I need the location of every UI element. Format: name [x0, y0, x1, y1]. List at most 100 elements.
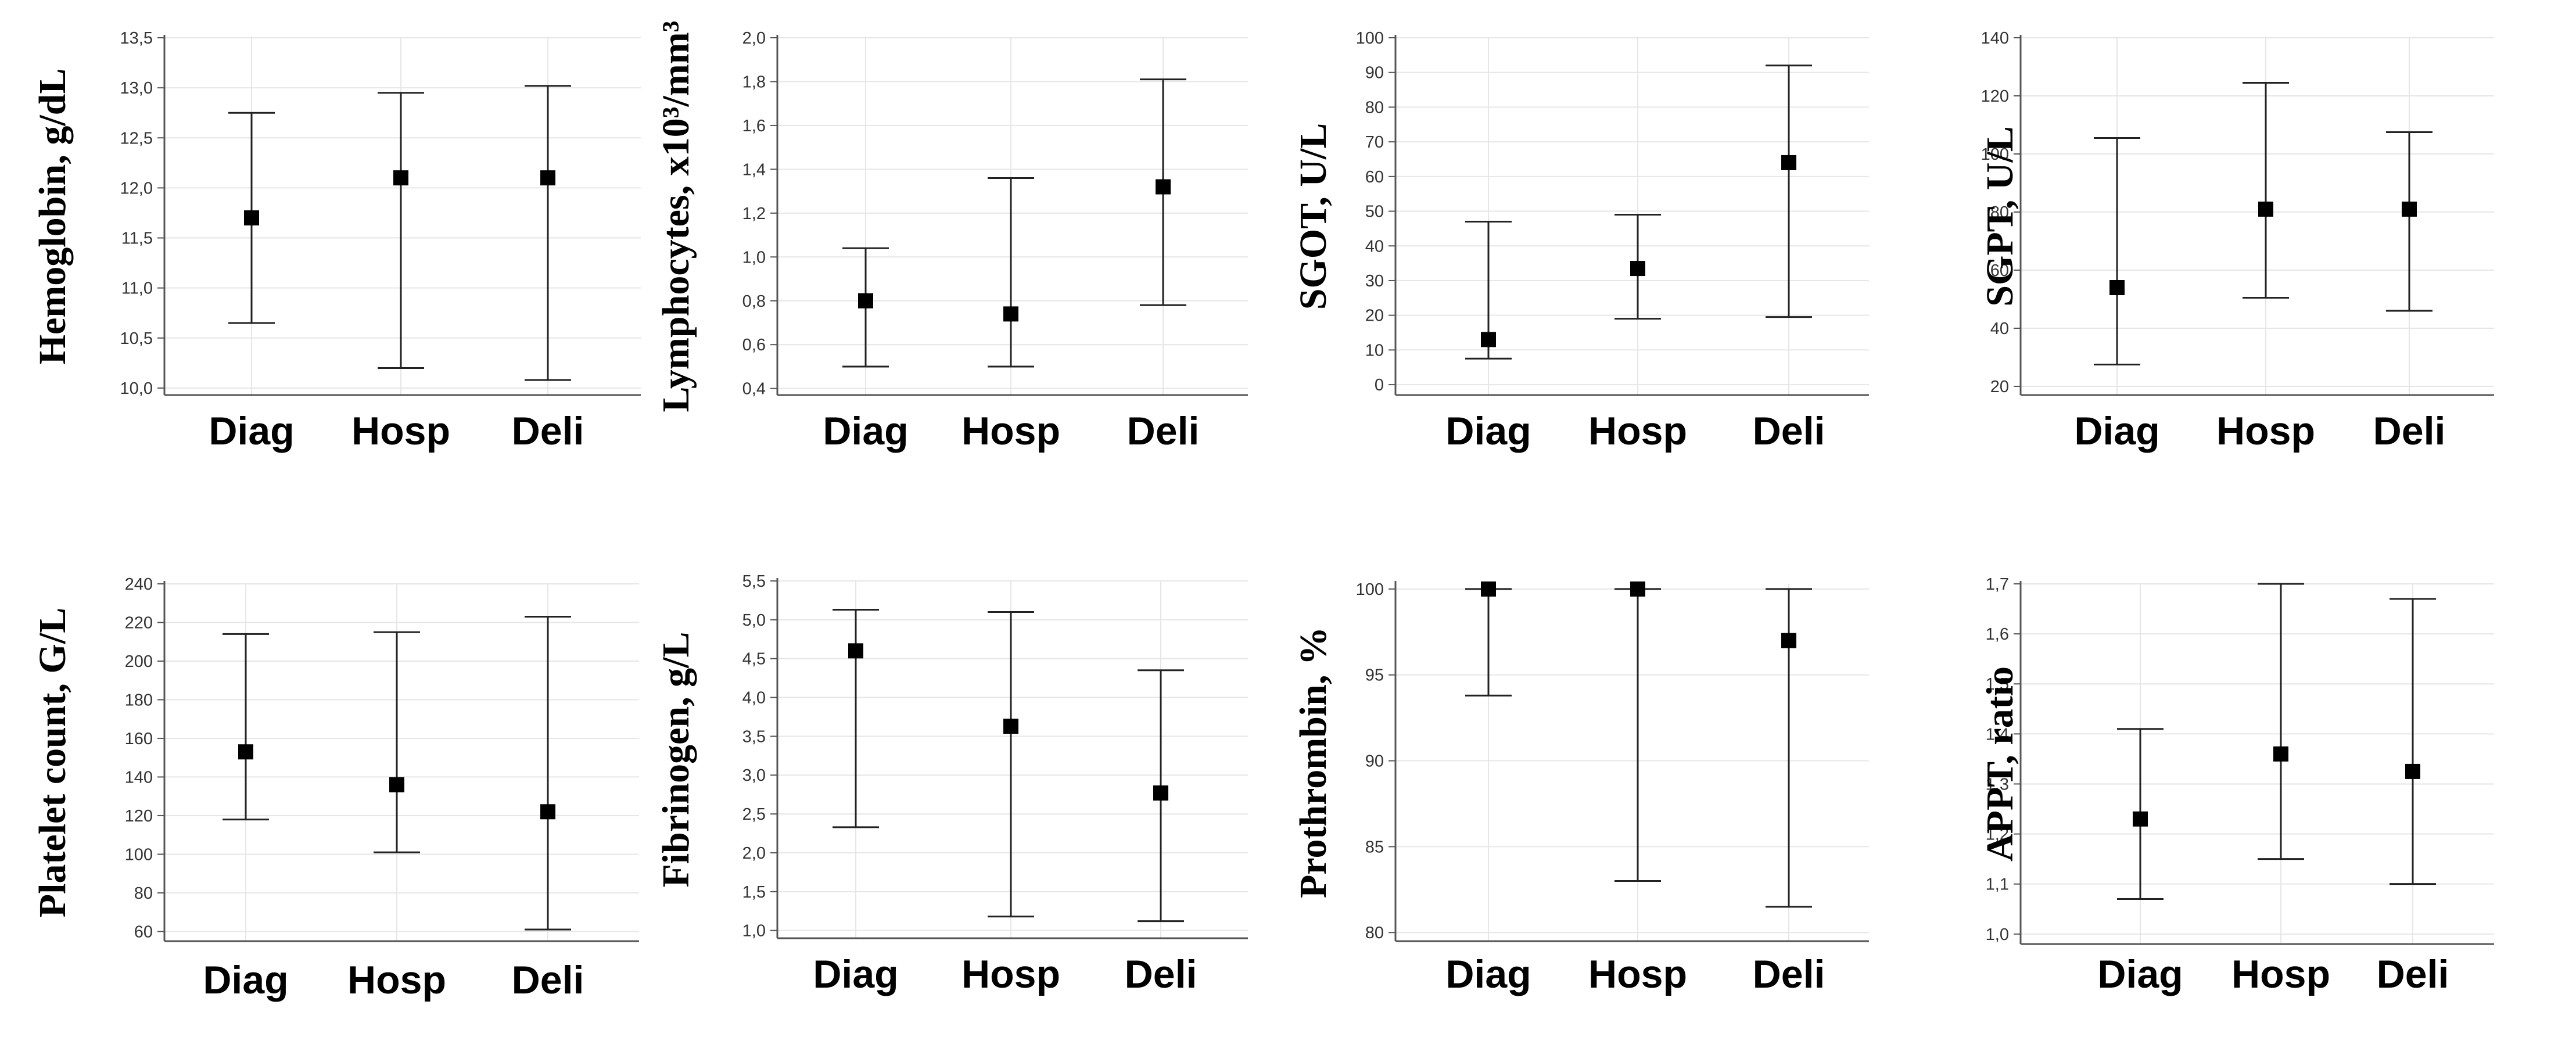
y-tick-label: 12,0	[120, 179, 153, 198]
y-tick-label: 1,0	[742, 922, 766, 941]
y-tick-label: 1,5	[742, 883, 766, 902]
y-tick-label: 0,8	[742, 292, 766, 311]
y-tick-label: 4,0	[742, 689, 766, 708]
y-tick-label: 90	[1365, 64, 1384, 82]
y-tick-label: 60	[134, 923, 153, 941]
x-category-label: Diag	[203, 958, 288, 1002]
chart-panel-5: 60 80 100 120 140 160 180 200 220 240 Platelet cou…	[31, 575, 639, 1002]
y-tick-label: 5,5	[742, 572, 766, 591]
y-tick-label: 120	[125, 807, 153, 826]
y-tick-label: 1,8	[742, 73, 766, 91]
data-point-hosp	[1630, 581, 1645, 597]
x-category-label: Diag	[2097, 952, 2183, 996]
y-tick-label: 80	[1365, 924, 1384, 942]
y-axis-label: Fibrinogen, g/L	[655, 631, 697, 887]
y-tick-label: 3,5	[742, 727, 766, 746]
y-tick-label: 140	[1981, 29, 2009, 48]
x-category-label: Hosp	[351, 409, 450, 453]
data-point-deli	[540, 170, 555, 186]
y-tick-label: 100	[1356, 29, 1384, 48]
x-category-label: Diag	[2074, 409, 2159, 453]
data-point-diag	[2133, 811, 2148, 827]
y-tick-label: 180	[125, 691, 153, 709]
x-category-label: Hosp	[961, 952, 1060, 996]
data-point-deli	[1781, 633, 1796, 648]
y-tick-label: 5,0	[742, 611, 766, 630]
data-point-deli	[2405, 763, 2420, 779]
y-tick-label: 60	[1365, 168, 1384, 186]
x-category-label: Deli	[1753, 952, 1825, 996]
x-category-label: Hosp	[961, 409, 1060, 453]
y-tick-label: 100	[125, 845, 153, 864]
y-tick-label: 1,5	[1986, 675, 2009, 694]
x-category-label: Diag	[209, 409, 294, 453]
x-category-label: Deli	[1753, 409, 1825, 453]
y-tick-label: 3,0	[742, 766, 766, 785]
x-category-label: Deli	[1125, 952, 1197, 996]
y-tick-label: 1,2	[742, 204, 766, 223]
y-axis-label: Platelet count, G/L	[31, 608, 74, 917]
x-category-label: Deli	[1127, 409, 1200, 453]
y-tick-label: 11,0	[121, 279, 153, 298]
x-category-label: Hosp	[1588, 952, 1687, 996]
y-tick-label: 1,7	[1986, 575, 2009, 594]
y-tick-label: 2,5	[742, 805, 766, 824]
y-axis-label: SGPT, U/L	[1979, 126, 2021, 307]
chart-panel-8: 1,0 1,1 1,2 1,3 1,4 1,5 1,6 1,7 APPT, ratio Diag H…	[1979, 575, 2494, 996]
y-tick-label: 1,1	[1986, 875, 2009, 894]
y-axis-label: Prothrombin, %	[1292, 627, 1334, 898]
data-point-diag	[1481, 581, 1496, 597]
y-tick-label: 1,2	[1986, 826, 2009, 844]
chart-panel-7: 80 85 90 95 100 Prothrombin, % Diag Hosp Deli	[1292, 580, 1869, 996]
data-point-deli	[1153, 785, 1168, 801]
x-category-label: Diag	[823, 409, 908, 453]
y-tick-label: 12,5	[120, 129, 153, 148]
data-point-hosp	[1003, 306, 1018, 322]
y-tick-label: 10,0	[120, 379, 153, 398]
x-category-label: Deli	[512, 409, 584, 453]
y-tick-label: 13,0	[120, 79, 153, 98]
y-tick-label: 1,0	[742, 248, 766, 267]
y-tick-label: 100	[1356, 580, 1384, 599]
y-tick-label: 1,6	[742, 117, 766, 135]
y-tick-label: 70	[1365, 133, 1384, 152]
chart-panel-4: 20 40 60 80 100 120 140 SGPT, U/L Diag Hosp Deli	[1979, 29, 2494, 453]
y-tick-label: 220	[125, 613, 153, 632]
y-tick-label: 80	[134, 884, 153, 903]
data-point-diag	[2109, 280, 2125, 295]
y-tick-label: 120	[1981, 87, 2009, 106]
y-tick-label: 2,0	[742, 29, 766, 48]
y-tick-label: 80	[1365, 98, 1384, 117]
y-axis-label: Lymphocytes, x10³/mm³	[655, 21, 697, 412]
chart-panel-6: 1,0 1,5 2,0 2,5 3,0 3,5 4,0 4,5 5,0 5,5 Fibrinogen…	[655, 572, 1248, 996]
data-point-hosp	[2258, 202, 2273, 217]
x-category-label: Diag	[813, 952, 898, 996]
data-point-diag	[1481, 332, 1496, 347]
data-point-deli	[1781, 155, 1796, 170]
data-point-diag	[848, 643, 863, 659]
data-point-hosp	[393, 170, 408, 186]
y-tick-label: 30	[1365, 272, 1384, 290]
y-tick-label: 1,4	[742, 160, 766, 179]
y-axis-label: APPT, ratio	[1979, 666, 2021, 862]
y-tick-label: 160	[125, 730, 153, 748]
x-category-label: Diag	[1445, 952, 1531, 996]
y-tick-label: 1,4	[1986, 725, 2009, 744]
y-tick-label: 90	[1365, 752, 1384, 771]
data-point-deli	[2402, 202, 2417, 217]
y-tick-label: 1,0	[1986, 925, 2009, 944]
y-tick-label: 80	[1990, 203, 2009, 222]
y-tick-label: 4,5	[742, 650, 766, 669]
data-point-diag	[858, 293, 873, 308]
x-category-label: Hosp	[2216, 409, 2315, 453]
chart-panel-2: 0,4 0,6 0,8 1,0 1,2 1,4 1,6 1,8 2,0 Lymphocytes, …	[655, 21, 1248, 453]
data-point-deli	[540, 804, 555, 820]
data-point-hosp	[2273, 746, 2288, 762]
data-point-hosp	[1630, 261, 1645, 277]
y-tick-label: 100	[1981, 145, 2009, 164]
x-category-label: Deli	[2377, 952, 2449, 996]
data-point-hosp	[1003, 719, 1018, 734]
x-category-label: Diag	[1445, 409, 1531, 453]
